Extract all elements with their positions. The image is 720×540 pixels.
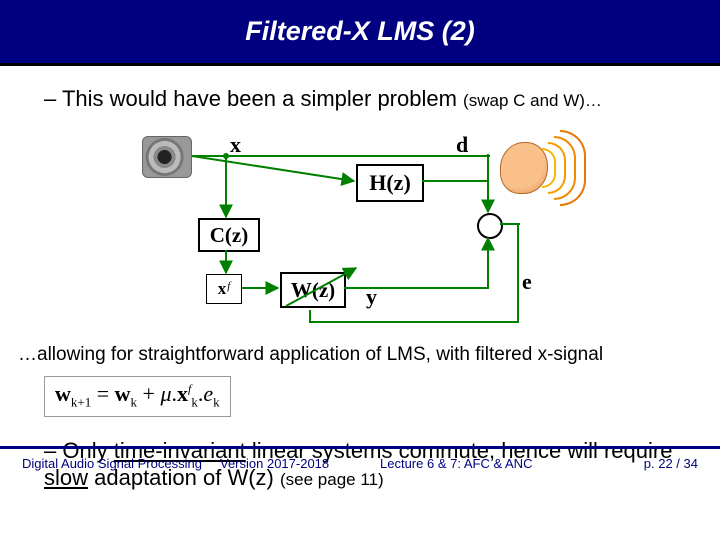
summing-node: [477, 213, 503, 239]
bullet-1: – This would have been a simpler problem…: [44, 86, 602, 112]
formula-w1: w: [55, 381, 71, 406]
block-diagram: x d e y H(z) C(z) W(z) xf: [60, 124, 620, 334]
engine-image: [142, 136, 192, 178]
footer-rule: [0, 446, 720, 449]
label-x: x: [230, 132, 241, 158]
ear-shape: [500, 142, 548, 194]
slide-title-bar: Filtered-X LMS (2): [0, 0, 720, 66]
formula-w2: w: [115, 381, 131, 406]
label-y: y: [366, 284, 377, 310]
signal-xf-base: x: [218, 279, 227, 299]
formula-eq: =: [91, 381, 114, 406]
para-lms-note: …allowing for straightforward applicatio…: [18, 344, 708, 366]
formula-lms-update: wk+1 = wk + μ.xfk.ek: [44, 376, 231, 417]
ear-image: [492, 124, 580, 208]
slide-title: Filtered-X LMS (2): [245, 16, 475, 47]
bullet-1-text: – This would have been a simpler problem: [44, 86, 463, 111]
block-cz: C(z): [198, 218, 260, 252]
label-e: e: [522, 269, 532, 295]
label-d: d: [456, 132, 468, 158]
formula-e-sub: k: [213, 394, 220, 409]
formula-e: e: [203, 381, 213, 406]
formula-mu: μ: [160, 381, 171, 406]
formula-xf: x: [177, 381, 188, 406]
block-hz: H(z): [356, 164, 424, 202]
slide-footer: Digital Audio Signal Processing Version …: [0, 452, 720, 480]
bullet-1-paren: (swap C and W)…: [463, 91, 602, 110]
footer-page: p. 22 / 34: [644, 456, 698, 471]
formula-w1-sub: k+1: [71, 394, 91, 409]
formula-plus: +: [137, 381, 160, 406]
signal-xf-sup: f: [227, 280, 230, 292]
footer-right: Lecture 6 & 7: AFC & ANC: [380, 456, 532, 471]
sound-arc-icon: [560, 130, 586, 206]
footer-left: Digital Audio Signal Processing: [22, 456, 202, 471]
block-wz: W(z): [280, 272, 346, 308]
footer-mid: Version 2017-2018: [220, 456, 329, 471]
signal-xf-box: xf: [206, 274, 242, 304]
